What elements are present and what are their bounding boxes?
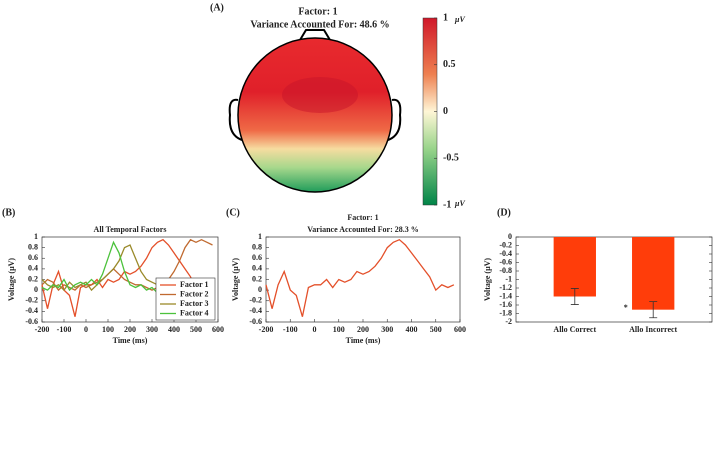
- y-tick-label: -1.4: [499, 291, 512, 300]
- series-line: [41, 238, 213, 292]
- nose: [299, 29, 331, 41]
- y-tick-label: 0.4: [252, 264, 262, 273]
- y-tick-label: 0: [34, 285, 38, 294]
- bar: [632, 237, 675, 310]
- x-tick-label: 600: [454, 325, 466, 334]
- y-tick-label: 1: [34, 232, 38, 241]
- x-axis-label: Time (ms): [113, 336, 148, 345]
- y-tick-label: 0.8: [252, 242, 262, 251]
- y-tick-label: 0.6: [252, 253, 262, 262]
- error-bar: [649, 301, 658, 319]
- x-tick-label: -200: [35, 325, 50, 334]
- legend-label: Factor 4: [180, 308, 209, 317]
- series-line: [265, 238, 455, 317]
- colorbar-tick-label: 0: [443, 106, 448, 117]
- y-tick-label: 0: [258, 285, 262, 294]
- y-axis-label: Voltage (μV): [231, 258, 240, 301]
- y-tick-label: -0.2: [25, 296, 38, 305]
- y-tick-label: 0.2: [28, 274, 38, 283]
- y-tick-label: -0.6: [25, 317, 38, 326]
- legend-label: Factor 1: [180, 280, 209, 289]
- chart-subtitle: Variance Accounted For: 48.6 %: [250, 19, 389, 30]
- colorbar-unit: μV: [454, 15, 465, 24]
- y-tick-label: -1.8: [499, 308, 512, 317]
- y-tick-label: -0.8: [499, 266, 512, 275]
- panel-label: (B): [2, 207, 15, 218]
- x-tick-label: 200: [357, 325, 369, 334]
- x-tick-label: 400: [406, 325, 418, 334]
- y-tick-label: -0.2: [249, 296, 262, 305]
- y-tick-label: 0.2: [252, 274, 262, 283]
- y-tick-label: -0.4: [25, 306, 38, 315]
- x-tick-label: 500: [190, 325, 202, 334]
- x-tick-label: 300: [381, 325, 393, 334]
- x-tick-label: 0: [84, 325, 88, 334]
- y-tick-label: -0.4: [499, 249, 512, 258]
- x-tick-label: 400: [168, 325, 180, 334]
- y-tick-label: -0.6: [249, 317, 262, 326]
- chart-title: Factor: 1: [298, 6, 337, 17]
- head: [228, 29, 402, 193]
- ear: [228, 98, 243, 141]
- panel-label: (D): [497, 207, 511, 218]
- x-tick-label: 100: [333, 325, 345, 334]
- colorbar-tick-label: -0.5: [443, 153, 459, 164]
- ear: [387, 98, 402, 141]
- x-tick-label: -100: [283, 325, 298, 334]
- x-tick-label: -200: [259, 325, 274, 334]
- legend-label: Factor 2: [180, 289, 209, 298]
- legend-label: Factor 3: [180, 299, 209, 308]
- scalp-map: [237, 37, 393, 193]
- colorbar-tick-label: 1: [443, 12, 448, 23]
- y-tick-label: 0.6: [28, 253, 38, 262]
- y-tick-label: 0.8: [28, 242, 38, 251]
- x-tick-label: 300: [146, 325, 158, 334]
- x-tick-label: 600: [212, 325, 224, 334]
- x-tick-label: 100: [102, 325, 114, 334]
- x-tick-label: 0: [313, 325, 317, 334]
- y-tick-label: -1: [505, 274, 512, 283]
- scalp-peak: [282, 77, 358, 113]
- y-tick-label: -1.6: [499, 300, 512, 309]
- series-line: [41, 238, 213, 317]
- x-tick-label: Allo Incorrect: [629, 325, 677, 334]
- x-axis-label: Time (ms): [346, 336, 381, 345]
- y-tick-label: 1: [258, 232, 262, 241]
- y-axis-label: Voltage (μV): [7, 258, 16, 301]
- y-tick-label: -2: [505, 317, 512, 326]
- x-tick-label: 500: [430, 325, 442, 334]
- y-tick-label: 0: [508, 232, 512, 241]
- y-tick-label: 0.4: [28, 264, 38, 273]
- error-bar: [570, 288, 579, 305]
- colorbar-tick-label: -1: [443, 199, 451, 210]
- chart-title: All Temporal Factors: [94, 225, 167, 234]
- chart-title: Factor: 1: [347, 213, 378, 222]
- annotation: *: [624, 303, 628, 312]
- chart-subtitle: Variance Accounted For: 28.3 %: [307, 225, 418, 234]
- y-tick-label: -0.6: [499, 257, 512, 266]
- x-tick-label: -100: [57, 325, 72, 334]
- y-tick-label: -1.2: [499, 283, 512, 292]
- y-axis-label: Voltage (μV): [483, 258, 492, 301]
- bar: [553, 237, 596, 297]
- colorbar-unit: μV: [454, 199, 465, 208]
- x-tick-label: Allo Correct: [553, 325, 596, 334]
- colorbar-tick-label: 0.5: [443, 59, 456, 70]
- y-tick-label: -0.4: [249, 306, 262, 315]
- y-tick-label: -0.2: [499, 240, 512, 249]
- panel-label: (C): [226, 207, 240, 218]
- panel-label: (A): [210, 2, 224, 13]
- x-tick-label: 200: [124, 325, 136, 334]
- plot-frame: [515, 236, 713, 323]
